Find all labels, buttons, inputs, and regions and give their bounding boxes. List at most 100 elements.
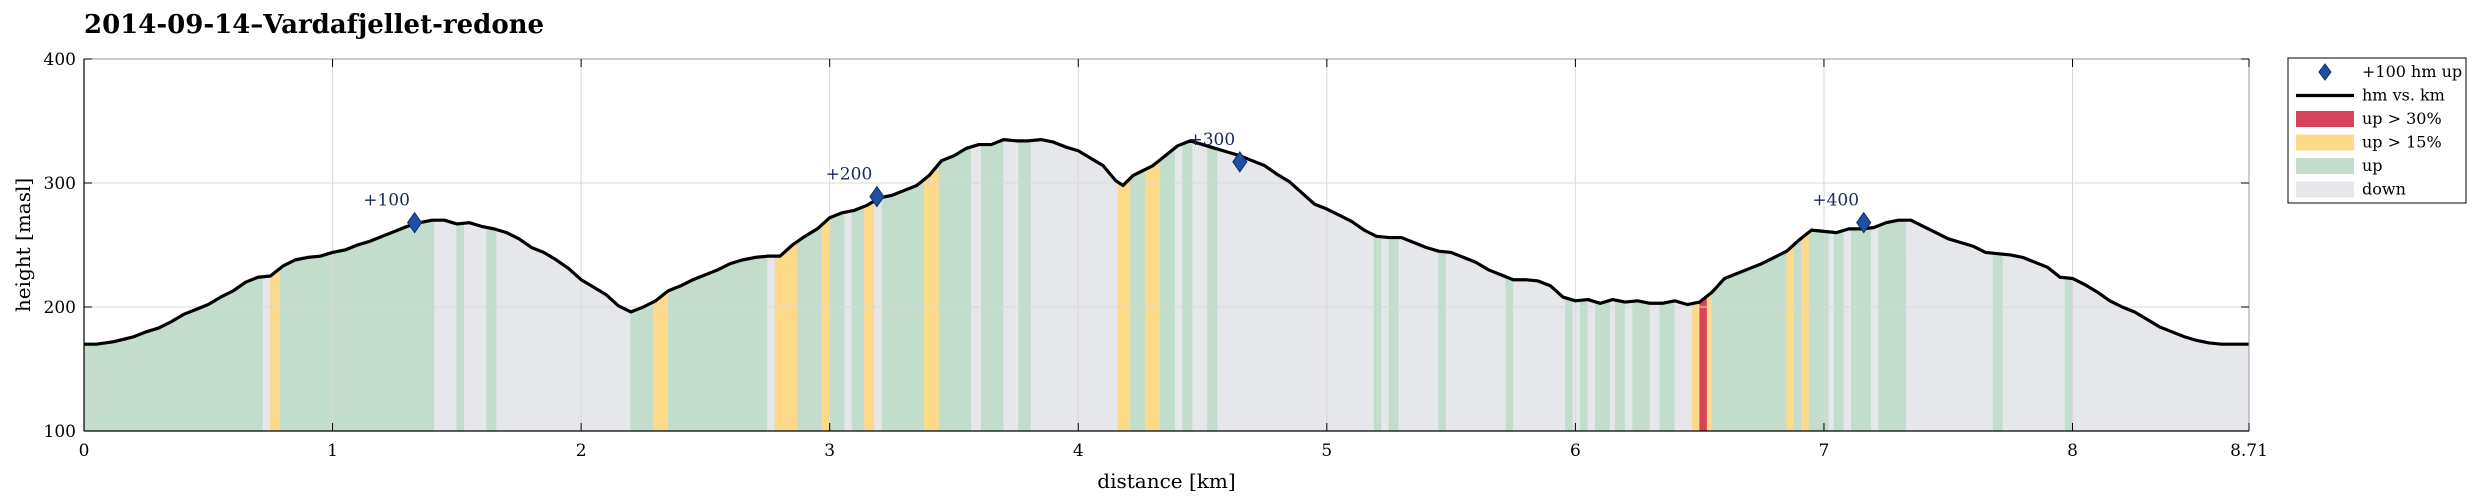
legend-label: up > 15% [2362, 133, 2442, 152]
x-tick-label: 5 [1321, 441, 1332, 461]
segment-up15 [821, 217, 830, 432]
marker-diamond [869, 185, 885, 208]
x-tick-label: 7 [1819, 441, 1830, 461]
axes-layer [83, 58, 2250, 432]
legend-swatch-up [2296, 158, 2354, 174]
segment-up15 [774, 240, 798, 432]
segment-down [1512, 279, 1566, 432]
segment-up [1207, 145, 1218, 432]
segment-up [83, 276, 264, 432]
legend-label: +100 hm up [2362, 62, 2462, 81]
segment-up [2064, 277, 2073, 432]
segment-up30 [1699, 295, 1708, 432]
marker-label: +300 [1188, 130, 1235, 150]
segment-down [1609, 299, 1616, 432]
x-tick-label: 2 [576, 441, 587, 461]
segment-up [456, 222, 465, 432]
segment-up15 [1706, 291, 1713, 432]
segment-down [262, 275, 271, 432]
segment-up15 [1786, 243, 1795, 432]
segment-up [881, 178, 925, 432]
segment-up [630, 301, 654, 432]
segment-up [797, 223, 823, 432]
segment-up [1808, 229, 1830, 432]
segment-up [829, 211, 845, 432]
legend-label: up > 30% [2362, 109, 2442, 128]
segment-up [667, 255, 768, 432]
segment-up [1438, 250, 1447, 432]
y-tick-label: 200 [44, 298, 76, 318]
segment-up [1659, 300, 1676, 432]
legend-swatch-down [2296, 181, 2354, 198]
segment-down [464, 222, 487, 432]
labels-layer: 0 1 2 3 4 5 6 7 8 8.71 100 200 300 400 distance [km] he… [11, 50, 2268, 493]
marker-label: +200 [826, 165, 873, 185]
segment-down [1192, 141, 1208, 432]
chart-title: 2014-09-14–Vardafjellet-redone [84, 10, 544, 40]
marker-label: +100 [363, 191, 410, 211]
segment-up15 [1117, 177, 1131, 432]
segment-up [1992, 252, 2004, 432]
segment-up [1594, 299, 1611, 432]
segment-up [280, 219, 435, 432]
line-layer [84, 138, 2249, 346]
segment-up15 [1145, 159, 1161, 432]
x-tick-label: 0 [79, 441, 90, 461]
segment-up [1614, 299, 1626, 432]
segment-up15 [1801, 231, 1810, 432]
segment-down [1381, 236, 1390, 432]
grid-layer [84, 59, 2249, 431]
segment-down [1572, 299, 1581, 432]
segment-down [1624, 300, 1633, 432]
segment-up [1182, 140, 1193, 432]
segment-down [1828, 231, 1835, 432]
segment-up [1505, 276, 1514, 432]
x-axis-label: distance [km] [1097, 469, 1235, 493]
segment-up [1793, 237, 1802, 432]
x-tick-label: 4 [1073, 441, 1084, 461]
marker-diamond [406, 211, 423, 234]
marker-diamond [1232, 151, 1248, 173]
segment-up [1833, 229, 1845, 432]
segment-down [874, 197, 883, 432]
segment-up [851, 205, 865, 432]
segment-up [1388, 237, 1400, 432]
segment-up15 [864, 200, 875, 432]
segment-down [2002, 253, 2066, 432]
segment-down [1649, 302, 1661, 432]
segment-up [1018, 140, 1032, 432]
x-tick-label: 8.71 [2230, 441, 2268, 461]
y-axis-label: height [masl] [11, 178, 35, 312]
segment-up [1565, 297, 1574, 432]
x-tick-label: 6 [1570, 441, 1581, 461]
segment-down [1674, 300, 1693, 432]
segment-down [1587, 299, 1596, 432]
segment-up [1130, 168, 1146, 432]
segment-up [1632, 300, 1651, 432]
y-tick-label: 400 [44, 50, 76, 70]
legend-swatch-marker [2318, 63, 2332, 81]
legend-label: up [2362, 156, 2383, 175]
segment-up15 [652, 290, 669, 432]
x-tick-label: 1 [327, 441, 338, 461]
segment-up15 [923, 162, 940, 432]
legend-label: down [2362, 180, 2406, 199]
segment-down [844, 210, 853, 432]
segment-down [434, 219, 458, 432]
legend-box [2287, 57, 2467, 204]
legend-swatch-up15 [2296, 134, 2354, 151]
segment-down [2072, 277, 2250, 432]
segment-up [1580, 299, 1589, 432]
x-tick-label: 8 [2067, 441, 2078, 461]
segment-up [1851, 227, 1872, 432]
markers-layer: +100 +200 +300 +400 [363, 130, 1872, 234]
segment-up [1373, 234, 1382, 432]
segment-down [1174, 143, 1183, 432]
x-tick-label: 3 [824, 441, 835, 461]
y-tick-label: 300 [44, 174, 76, 194]
segment-down [1217, 148, 1375, 432]
marker-diamond [1856, 211, 1872, 234]
elevation-line [84, 138, 2249, 346]
segment-up15 [270, 267, 281, 432]
